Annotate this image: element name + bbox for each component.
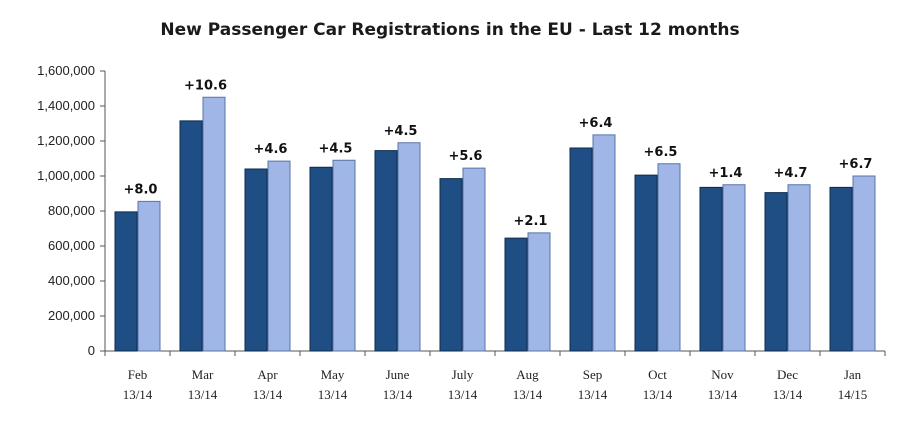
y-tick-label: 400,000 [48,273,95,288]
data-label: +6.7 [839,157,873,172]
x-tick-label-period: 13/14 [773,387,803,402]
x-tick-label-period: 13/14 [188,387,218,402]
data-label: +6.5 [644,145,678,160]
bar-series-1 [504,237,528,352]
data-label: +4.7 [774,166,808,181]
x-tick-label-period: 13/14 [578,387,608,402]
bar-series-2 [137,200,161,352]
y-tick-label: 1,600,000 [37,63,95,78]
bar-series-1 [634,174,658,352]
bar-series-1 [764,192,788,352]
x-tick-label-month: Aug [516,367,539,382]
y-tick-label: 1,000,000 [37,168,95,183]
y-tick-label: 1,200,000 [37,133,95,148]
x-tick-label-period: 14/15 [838,387,868,402]
bar-series-2 [202,96,226,352]
x-tick-label-period: 13/14 [448,387,478,402]
bar-series-2 [787,184,811,352]
bar-series-2 [527,232,551,352]
x-axis: Feb 13/14 Mar 13/14 Apr 13/14 May 13/14 June 13/1… [104,350,886,402]
y-tick-label: 600,000 [48,238,95,253]
data-label: +4.5 [384,124,418,139]
bar-series-1 [829,186,853,352]
data-label: +2.1 [514,214,548,229]
x-tick-label-period: 13/14 [383,387,413,402]
y-tick-label: 0 [88,343,95,358]
bar-series-1 [309,166,333,352]
bar-series-1 [569,147,593,352]
y-tick-label: 800,000 [48,203,95,218]
bar-series-1 [244,168,268,352]
data-label: +5.6 [449,149,483,164]
bar-series-2 [852,175,876,352]
x-tick-label-month: May [321,367,345,382]
bar-series-2 [722,184,746,352]
data-label: +4.5 [319,141,353,156]
x-tick-label-period: 13/14 [253,387,283,402]
data-label: +4.6 [254,142,288,157]
x-tick-label-month: July [452,367,474,382]
x-tick-label-month: Nov [711,367,734,382]
x-tick-label-month: Oct [648,367,667,382]
y-tick-label: 200,000 [48,308,95,323]
bar-series-2 [397,142,421,352]
bar-series-2 [332,159,356,352]
x-tick-label-period: 13/14 [643,387,673,402]
x-tick-label-period: 13/14 [123,387,153,402]
bars [114,96,876,352]
bar-series-2 [267,160,291,352]
bar-series-1 [114,211,138,352]
data-label: +10.6 [184,78,227,93]
x-tick-label-month: Dec [777,367,798,382]
data-label: +6.4 [579,116,613,131]
chart-title: New Passenger Car Registrations in the E… [160,20,740,40]
x-tick-label-month: June [386,367,410,382]
bar-series-1 [699,186,723,352]
x-tick-label-month: Feb [128,367,148,382]
x-tick-label-period: 13/14 [318,387,348,402]
x-tick-label-month: Sep [583,367,603,382]
bar-series-2 [657,163,681,352]
bar-series-2 [592,134,616,352]
x-tick-label-period: 13/14 [513,387,543,402]
x-tick-label-month: Jan [844,367,862,382]
x-tick-label-month: Mar [192,367,214,382]
bar-series-1 [179,120,203,352]
y-tick-label: 1,400,000 [37,98,95,113]
data-labels: +8.0 +10.6 +4.6 +4.5 +4.5 +5.6 +2.1 +6.4 +6.5 +1.… [124,78,873,229]
bar-series-1 [439,178,463,352]
bar-series-1 [374,150,398,352]
y-axis: 0 200,000 400,000 600,000 800,000 1,000,000 1,… [37,63,106,358]
data-label: +1.4 [709,166,743,181]
data-label: +8.0 [124,182,158,197]
x-tick-label-period: 13/14 [708,387,738,402]
bar-series-2 [462,167,486,352]
x-tick-label-month: Apr [257,367,278,382]
